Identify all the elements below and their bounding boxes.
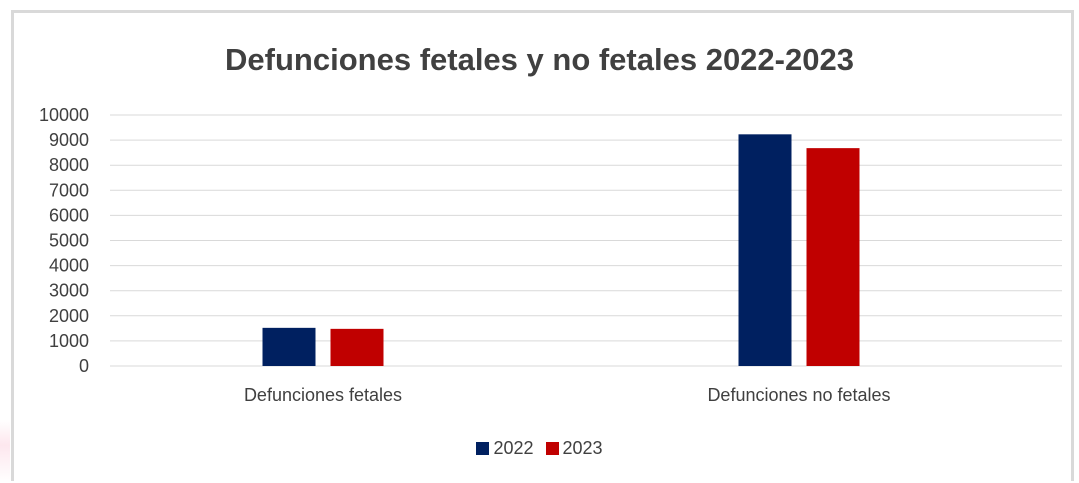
y-tick-label: 7000: [49, 180, 89, 200]
legend-item-2022: 2022: [476, 438, 534, 459]
bar-2023-0: [330, 328, 384, 366]
chart-frame: [11, 10, 1074, 481]
bar-2022-0: [262, 327, 316, 366]
chart-title: Defunciones fetales y no fetales 2022-20…: [225, 42, 854, 77]
bar-layer: [262, 134, 860, 366]
legend-swatch-2022: [476, 442, 490, 455]
y-tick-label: 10000: [39, 105, 89, 125]
legend-label-2022: 2022: [493, 438, 534, 458]
legend-swatch-2023: [545, 442, 559, 455]
y-tick-label: 6000: [49, 205, 89, 225]
y-tick-label: 3000: [49, 281, 89, 301]
bar-2023-1: [806, 148, 860, 366]
grid-layer: [110, 114, 1062, 367]
y-tick-label: 8000: [49, 155, 89, 175]
y-axis-ticks: 0 1000 2000 3000 4000 5000 6000 7000 8000 9000 100…: [39, 105, 89, 376]
x-category-label: Defunciones fetales: [244, 385, 402, 405]
y-tick-label: 9000: [49, 130, 89, 150]
y-tick-label: 1000: [49, 331, 89, 351]
x-category-label: Defunciones no fetales: [707, 385, 890, 405]
legend-label-2023: 2023: [562, 438, 603, 458]
bar-2022-1: [738, 134, 792, 366]
y-tick-label: 0: [79, 356, 89, 376]
y-tick-label: 4000: [49, 256, 89, 276]
x-axis-categories: Defunciones fetales Defunciones no fetale…: [244, 385, 891, 405]
y-tick-label: 5000: [49, 231, 89, 251]
y-tick-label: 2000: [49, 306, 89, 326]
left-accent: [0, 420, 10, 483]
legend: 2022 2023: [0, 438, 1079, 459]
legend-item-2023: 2023: [545, 438, 603, 459]
